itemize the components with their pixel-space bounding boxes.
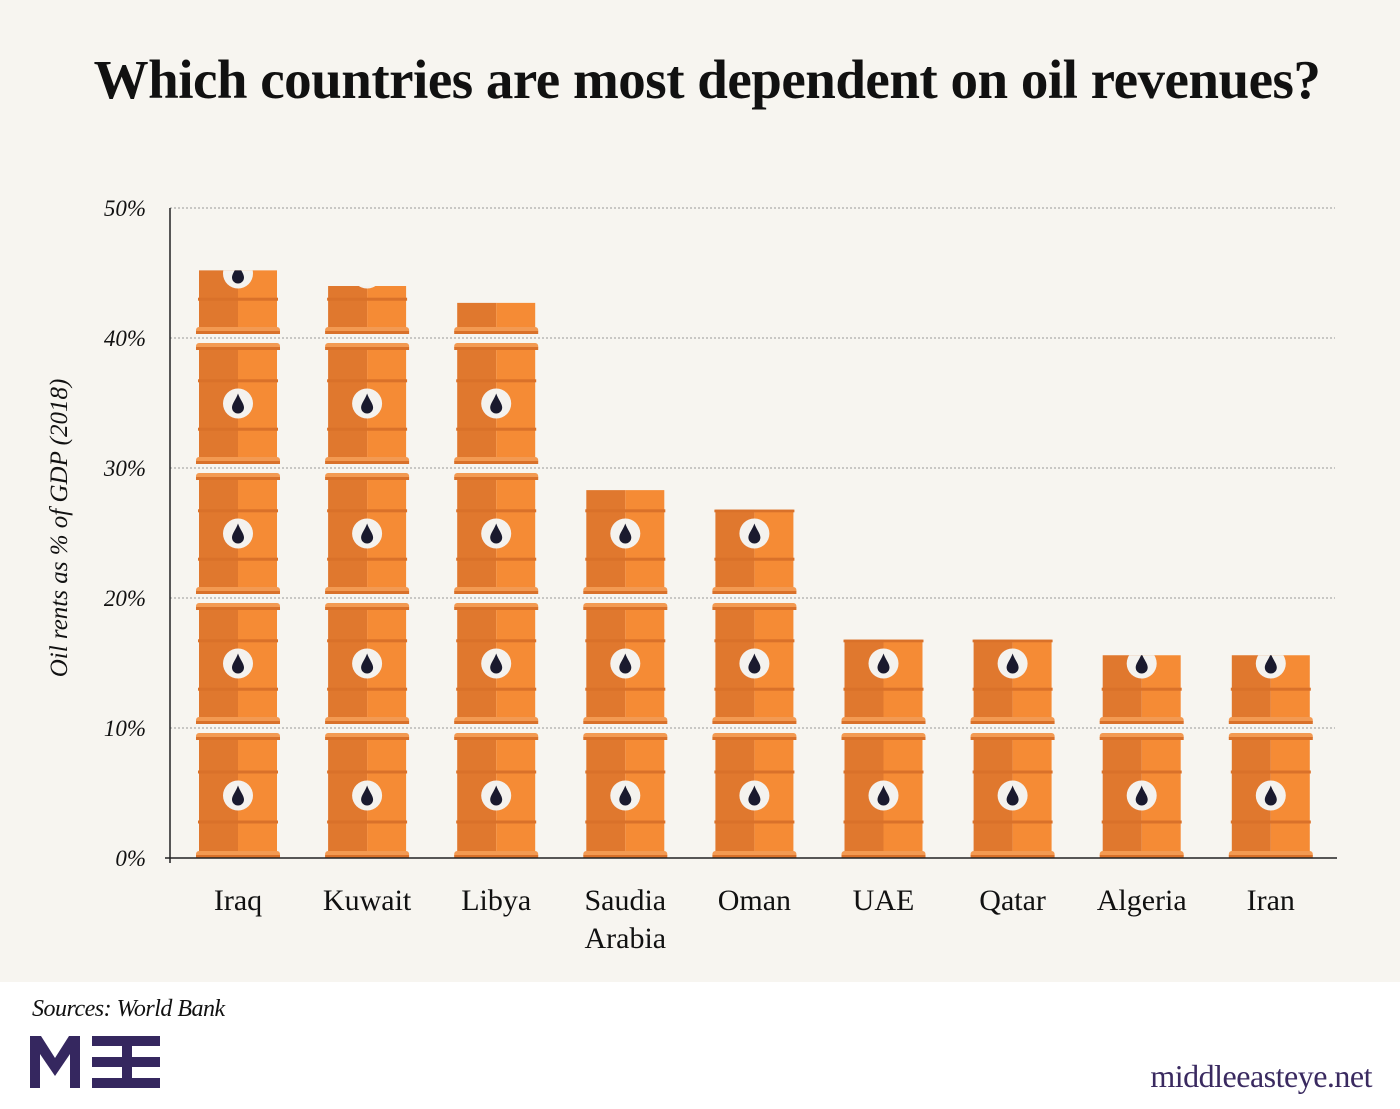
oil-drop-icon [490, 785, 503, 806]
oil-drop-icon [361, 523, 374, 544]
bar-chart: 0% 10% 20% 30% 40% 50% Oil rents as % of GDP (… [46, 196, 1337, 955]
oil-barrel [454, 473, 539, 594]
x-tick-label: UAE [853, 884, 915, 917]
x-tick-label: Iran [1247, 884, 1295, 917]
oil-barrel [454, 259, 539, 334]
oil-barrel [196, 270, 280, 334]
x-tick-label: Algeria [1097, 884, 1187, 917]
oil-barrel [712, 509, 797, 594]
y-tick-label: 50% [104, 196, 146, 221]
oil-drop-icon [232, 270, 244, 284]
oil-drop-badge [358, 286, 376, 289]
oil-barrel [196, 343, 280, 464]
oil-drop-icon [619, 523, 632, 544]
oil-drop-icon [748, 785, 761, 806]
oil-barrel [1099, 655, 1184, 724]
oil-barrel [583, 490, 668, 594]
x-tick-label: Saudia [584, 884, 666, 917]
oil-drop-icon [490, 393, 503, 414]
oil-barrel [583, 733, 668, 858]
bar-algeria [1099, 655, 1184, 858]
oil-drop-icon [361, 264, 373, 284]
oil-barrel [325, 733, 410, 858]
oil-drop-badge [481, 259, 511, 289]
x-tick-label: Iraq [214, 884, 262, 917]
oil-barrel [1228, 733, 1313, 858]
bar-kuwait [325, 264, 410, 858]
bar-iran [1228, 655, 1313, 858]
y-tick-label: 0% [115, 846, 146, 871]
oil-drop-icon [490, 264, 502, 284]
oil-barrel [454, 603, 539, 724]
x-tick-label: Arabia [584, 922, 666, 955]
oil-barrel [970, 733, 1055, 858]
oil-drop-icon [619, 785, 632, 806]
chart-title: Which countries are most dependent on oi… [93, 49, 1321, 110]
y-tick-label: 40% [104, 326, 146, 351]
oil-barrel [325, 473, 410, 594]
oil-barrel [325, 343, 410, 464]
oil-drop-icon [748, 653, 761, 674]
oil-drop-icon [490, 653, 503, 674]
oil-barrel [1228, 655, 1313, 724]
oil-barrel [454, 733, 539, 858]
y-tick-label: 20% [104, 586, 146, 611]
oil-barrel [325, 264, 410, 334]
y-tick-label: 30% [103, 456, 146, 481]
oil-barrel [196, 473, 280, 594]
oil-drop-icon [232, 785, 244, 806]
oil-drop-icon [748, 523, 761, 544]
bar-uae [841, 639, 926, 858]
oil-barrel [970, 639, 1055, 724]
oil-barrel [196, 603, 280, 724]
oil-drop-icon [619, 653, 632, 674]
oil-barrel [454, 343, 539, 464]
site-url: middleeasteye.net [1150, 1058, 1372, 1094]
x-tick-label: Oman [718, 884, 791, 917]
x-tick-label: Libya [461, 884, 531, 917]
oil-drop-icon [1264, 655, 1277, 674]
bar-libya [454, 259, 539, 858]
oil-drop-icon [1135, 785, 1148, 806]
oil-drop-icon [361, 785, 374, 806]
x-tick-label: Qatar [979, 884, 1046, 917]
bar-iraq [196, 270, 280, 858]
oil-drop-icon [361, 653, 374, 674]
oil-drop-icon [1135, 655, 1148, 674]
mee-logo [30, 1036, 160, 1088]
oil-drop-icon [1006, 785, 1019, 806]
oil-barrel [583, 603, 668, 724]
bar-oman [712, 509, 797, 858]
source-note: Sources: World Bank [32, 996, 225, 1022]
oil-drop-icon [1006, 653, 1019, 674]
oil-barrel [325, 603, 410, 724]
oil-drop-icon [232, 393, 244, 414]
bar-saudia-arabia [583, 490, 668, 858]
y-tick-label: 10% [104, 716, 146, 741]
oil-barrel [196, 733, 280, 858]
oil-drop-icon [490, 523, 503, 544]
oil-drop-icon [1264, 785, 1277, 806]
bar-qatar [970, 639, 1055, 858]
oil-barrel [712, 733, 797, 858]
oil-drop-icon [877, 785, 890, 806]
oil-barrel [712, 603, 797, 724]
oil-barrel [841, 733, 926, 858]
x-tick-label: Kuwait [323, 884, 412, 917]
oil-drop-icon [361, 393, 374, 414]
oil-barrel [841, 639, 926, 724]
oil-drop-icon [232, 653, 244, 674]
y-axis-label: Oil rents as % of GDP (2018) [46, 379, 73, 678]
oil-drop-icon [232, 523, 244, 544]
oil-barrel [1099, 733, 1184, 858]
oil-drop-icon [877, 653, 890, 674]
